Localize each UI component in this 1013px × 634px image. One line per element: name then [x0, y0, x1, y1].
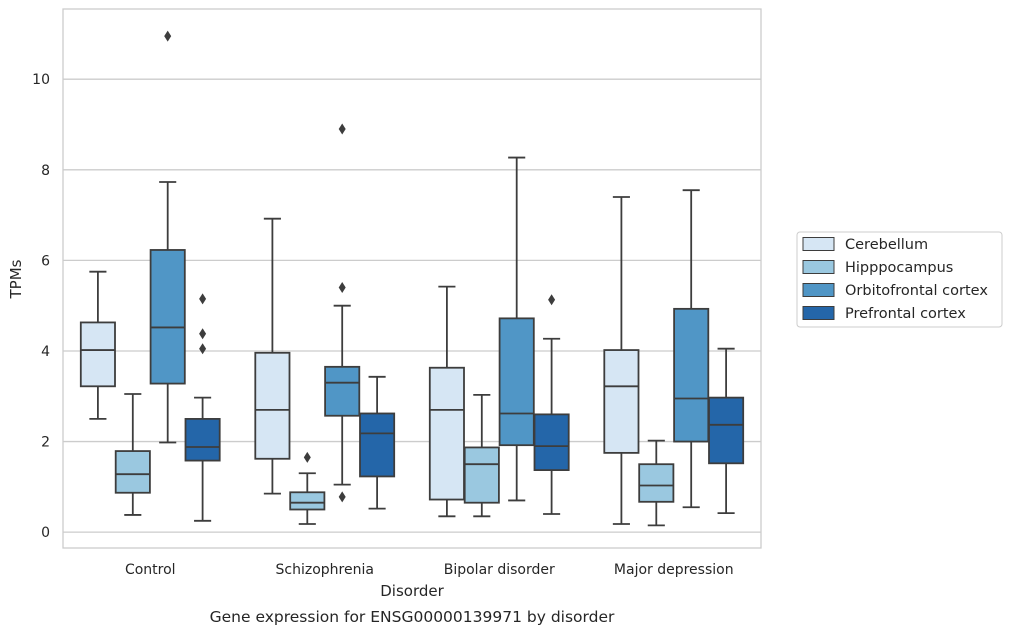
legend-swatch [802, 306, 835, 320]
box [324, 123, 361, 503]
legend-label: Prefrontal cortex [845, 306, 966, 322]
legend-items: Cerebellum Hipppocampus Orbitofrontal cort… [802, 237, 988, 322]
x-axis-label: Disorder [380, 582, 444, 600]
x-tick-label: Bipolar disorder [444, 562, 555, 578]
box-iqr [79, 321, 116, 388]
box [359, 375, 396, 510]
box-iqr [498, 317, 535, 447]
box [708, 347, 745, 515]
box [149, 30, 186, 444]
legend-frame [796, 231, 1003, 328]
outlier-point [199, 328, 207, 340]
box-iqr [673, 307, 710, 443]
x-tick-label: Control [125, 562, 176, 578]
box-iqr [603, 349, 640, 454]
y-tick-labels: 0 2 4 6 8 10 [32, 72, 50, 541]
box-iqr [533, 413, 570, 471]
legend-label: Cerebellum [845, 237, 928, 253]
y-tick-label: 0 [41, 525, 50, 541]
legend-swatch [802, 283, 835, 297]
y-tick-label: 10 [32, 72, 50, 88]
box-groups [79, 30, 745, 527]
x-tick-label: Major depression [614, 562, 734, 578]
x-tick-label: Schizophrenia [276, 562, 374, 578]
box-iqr [289, 491, 326, 511]
box [254, 217, 291, 495]
y-axis-label: TPMs [7, 259, 25, 299]
box-iqr [638, 463, 675, 503]
y-tick-label: 6 [41, 253, 50, 269]
box-iqr [114, 450, 151, 494]
box-iqr [359, 412, 396, 478]
outlier-point [303, 451, 311, 463]
outlier-point [199, 293, 207, 305]
box [638, 439, 675, 527]
outlier-point [199, 343, 207, 355]
box [428, 285, 465, 518]
x-tick-labels: Control Schizophrenia Bipolar disorder Majo… [125, 562, 734, 578]
box [673, 189, 710, 509]
plot-area-frame [62, 8, 762, 549]
legend-swatch [802, 260, 835, 274]
outlier-point [338, 123, 346, 135]
outlier-point [548, 294, 556, 306]
box [184, 293, 221, 522]
outlier-point [338, 491, 346, 503]
legend: Cerebellum Hipppocampus Orbitofrontal cort… [796, 231, 1003, 328]
box-iqr [428, 366, 465, 501]
box [289, 451, 326, 525]
y-tick-label: 4 [41, 344, 50, 360]
box [603, 196, 640, 525]
box [498, 156, 535, 502]
box [463, 394, 500, 518]
outlier-point [338, 282, 346, 294]
outlier-point [164, 30, 172, 42]
box-iqr [254, 351, 291, 460]
y-tick-label: 8 [41, 163, 50, 179]
legend-swatch [802, 237, 835, 251]
legend-label: Hipppocampus [845, 260, 953, 276]
chart-caption: Gene expression for ENSG00000139971 by d… [210, 608, 615, 626]
box-iqr [184, 418, 221, 462]
box [533, 294, 570, 515]
legend-label: Orbitofrontal cortex [845, 283, 988, 299]
box-iqr [149, 249, 186, 385]
box [114, 393, 151, 516]
y-tick-label: 2 [41, 435, 50, 451]
box [79, 270, 116, 420]
box-iqr [463, 446, 500, 504]
box-iqr [708, 396, 745, 465]
box-iqr [324, 365, 361, 417]
